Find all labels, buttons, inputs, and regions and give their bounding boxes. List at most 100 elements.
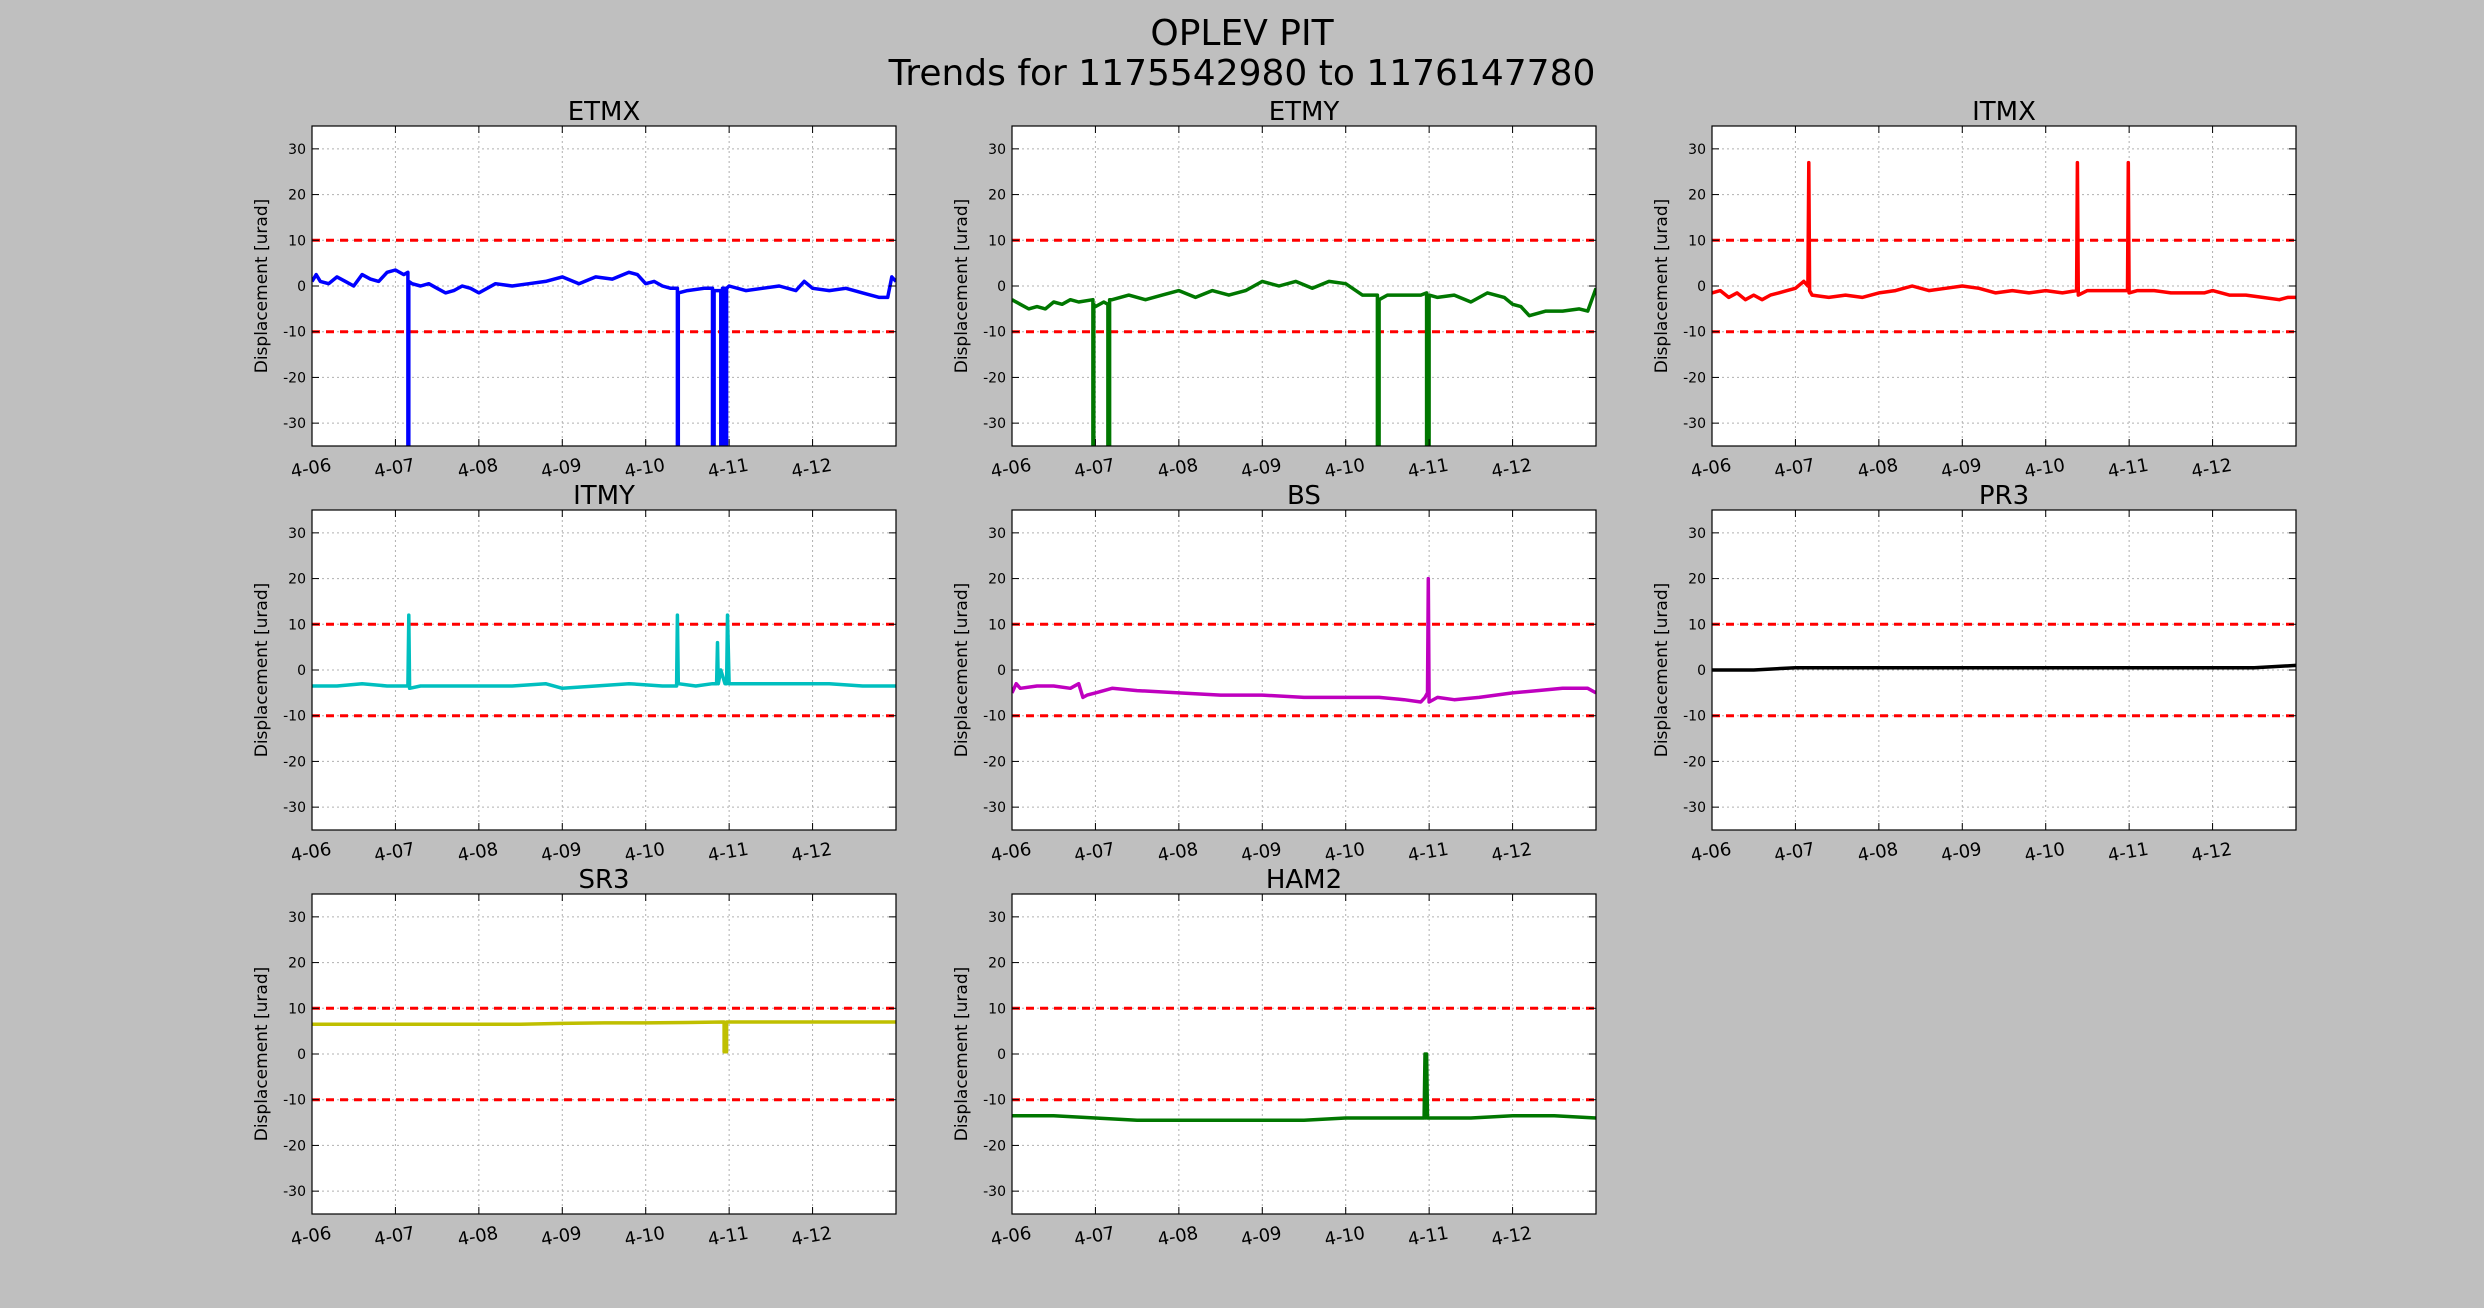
- y-tick-label: -30: [283, 800, 306, 816]
- x-tick-label: 4-08: [456, 839, 500, 867]
- x-tick-label: 4-07: [373, 839, 417, 867]
- panels: -30 -20 -10 0 10 20 30 4-06 4-07 4-08 4-09 4-10 4-11…: [252, 97, 2297, 1251]
- y-tick-label: 10: [988, 617, 1006, 633]
- y-tick-label: 10: [1688, 233, 1706, 249]
- series-line-1: [312, 1020, 896, 1054]
- x-tick-label: 4-07: [1773, 839, 1817, 867]
- series-line-1: [1712, 160, 2296, 302]
- y-tick-label: -30: [983, 800, 1006, 816]
- x-tick-label: 4-12: [790, 1223, 834, 1251]
- series-line-1: [312, 268, 896, 446]
- y-tick-label: 10: [988, 233, 1006, 249]
- x-tick-label: 4-12: [2190, 839, 2234, 867]
- y-axis-label: Displacement [urad]: [952, 199, 972, 374]
- x-tick-label: 4-08: [456, 455, 500, 483]
- series-line-1: [312, 613, 896, 691]
- x-tick-label: 4-10: [2023, 455, 2067, 483]
- y-tick-label: 20: [288, 572, 306, 588]
- x-tick-label: 4-06: [989, 839, 1033, 867]
- x-tick-label: 4-09: [539, 839, 583, 867]
- y-tick-label: 0: [1697, 663, 1706, 679]
- y-tick-label: 0: [997, 279, 1006, 295]
- x-tick-label: 4-10: [623, 1223, 667, 1251]
- y-tick-label: -10: [983, 709, 1006, 725]
- chart-title: PR3: [1979, 481, 2029, 511]
- y-tick-label: -20: [983, 754, 1006, 770]
- y-tick-label: -20: [1683, 754, 1706, 770]
- x-tick-label: 4-10: [1323, 455, 1367, 483]
- y-tick-label: -20: [1683, 370, 1706, 386]
- x-tick-label: 4-07: [1073, 839, 1117, 867]
- x-tick-label: 4-06: [989, 1223, 1033, 1251]
- x-tick-label: 4-11: [706, 1223, 750, 1251]
- chart-panel-bs: -30 -20 -10 0 10 20 30 4-06 4-07 4-08 4-09 4-10 4-11…: [952, 481, 1597, 867]
- y-tick-label: -30: [983, 1184, 1006, 1200]
- x-tick-label: 4-11: [1406, 839, 1450, 867]
- y-tick-label: 30: [1688, 142, 1706, 158]
- x-tick-label: 4-11: [706, 839, 750, 867]
- x-tick-label: 4-08: [1856, 839, 1900, 867]
- y-tick-label: 10: [988, 1001, 1006, 1017]
- y-tick-label: 20: [288, 956, 306, 972]
- chart-panel-etmx: -30 -20 -10 0 10 20 30 4-06 4-07 4-08 4-09 4-10 4-11…: [252, 97, 897, 483]
- x-tick-label: 4-08: [1156, 839, 1200, 867]
- x-tick-label: 4-09: [1239, 1223, 1283, 1251]
- y-tick-label: 0: [297, 279, 306, 295]
- x-tick-label: 4-10: [623, 455, 667, 483]
- x-tick-label: 4-06: [1689, 455, 1733, 483]
- series-line-1: [1012, 279, 1596, 446]
- y-tick-label: -20: [283, 370, 306, 386]
- y-tick-label: 0: [1697, 279, 1706, 295]
- x-tick-label: 4-08: [1156, 1223, 1200, 1251]
- y-axis-label: Displacement [urad]: [952, 583, 972, 758]
- y-tick-label: -20: [983, 1138, 1006, 1154]
- x-tick-label: 4-09: [1239, 839, 1283, 867]
- x-tick-label: 4-12: [2190, 455, 2234, 483]
- x-tick-label: 4-11: [1406, 455, 1450, 483]
- y-tick-label: 20: [988, 956, 1006, 972]
- chart-panel-pr3: -30 -20 -10 0 10 20 30 4-06 4-07 4-08 4-09 4-10 4-11…: [1652, 481, 2297, 867]
- x-tick-label: 4-06: [289, 455, 333, 483]
- chart-title: ETMY: [1269, 97, 1340, 127]
- x-tick-label: 4-06: [289, 1223, 333, 1251]
- y-tick-label: 30: [1688, 526, 1706, 542]
- y-axis-label: Displacement [urad]: [252, 583, 272, 758]
- y-tick-label: 10: [1688, 617, 1706, 633]
- y-tick-label: -30: [283, 416, 306, 432]
- y-tick-label: -10: [1683, 709, 1706, 725]
- y-tick-label: -20: [283, 1138, 306, 1154]
- y-tick-label: -10: [283, 709, 306, 725]
- x-tick-label: 4-09: [1939, 839, 1983, 867]
- y-tick-label: -10: [283, 325, 306, 341]
- y-tick-label: 0: [997, 1047, 1006, 1063]
- chart-panel-sr3: -30 -20 -10 0 10 20 30 4-06 4-07 4-08 4-09 4-10 4-11…: [252, 865, 897, 1251]
- x-tick-label: 4-10: [1323, 1223, 1367, 1251]
- chart-title: ITMY: [573, 481, 635, 511]
- y-tick-label: 10: [288, 617, 306, 633]
- x-tick-label: 4-07: [1073, 455, 1117, 483]
- y-axis-label: Displacement [urad]: [952, 967, 972, 1142]
- chart-panel-etmy: -30 -20 -10 0 10 20 30 4-06 4-07 4-08 4-09 4-10 4-11…: [952, 97, 1597, 483]
- y-tick-label: 30: [988, 910, 1006, 926]
- y-tick-label: -10: [283, 1093, 306, 1109]
- x-tick-label: 4-07: [373, 455, 417, 483]
- x-tick-label: 4-11: [2106, 839, 2150, 867]
- x-tick-label: 4-12: [790, 455, 834, 483]
- x-tick-label: 4-07: [373, 1223, 417, 1251]
- x-tick-label: 4-10: [2023, 839, 2067, 867]
- x-tick-label: 4-07: [1073, 1223, 1117, 1251]
- x-tick-label: 4-08: [1156, 455, 1200, 483]
- y-axis-label: Displacement [urad]: [1652, 199, 1672, 374]
- x-tick-label: 4-11: [1406, 1223, 1450, 1251]
- x-tick-label: 4-10: [1323, 839, 1367, 867]
- y-tick-label: -10: [983, 325, 1006, 341]
- x-tick-label: 4-08: [1856, 455, 1900, 483]
- x-tick-label: 4-09: [539, 1223, 583, 1251]
- y-tick-label: -10: [983, 1093, 1006, 1109]
- x-tick-label: 4-06: [289, 839, 333, 867]
- y-tick-label: -30: [1683, 416, 1706, 432]
- x-tick-label: 4-12: [790, 839, 834, 867]
- chart-panel-ham2: -30 -20 -10 0 10 20 30 4-06 4-07 4-08 4-09 4-10 4-11…: [952, 865, 1597, 1251]
- y-tick-label: 0: [297, 663, 306, 679]
- chart-title: BS: [1287, 481, 1321, 511]
